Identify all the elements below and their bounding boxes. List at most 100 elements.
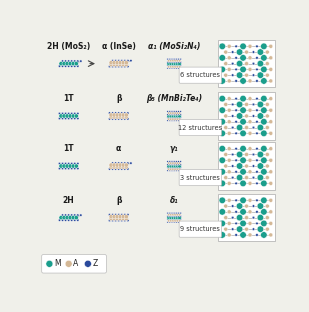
- Circle shape: [240, 145, 246, 152]
- Circle shape: [256, 234, 258, 236]
- Circle shape: [178, 62, 181, 66]
- Circle shape: [77, 65, 79, 67]
- Circle shape: [173, 218, 175, 220]
- Circle shape: [74, 112, 76, 115]
- Circle shape: [127, 65, 129, 68]
- Circle shape: [61, 162, 64, 165]
- Circle shape: [169, 117, 171, 118]
- Circle shape: [109, 115, 113, 119]
- Circle shape: [235, 199, 237, 202]
- Circle shape: [256, 211, 258, 213]
- Circle shape: [77, 60, 79, 62]
- Circle shape: [176, 212, 177, 214]
- Circle shape: [244, 153, 248, 157]
- Circle shape: [227, 108, 231, 112]
- Circle shape: [167, 164, 171, 168]
- Circle shape: [227, 233, 231, 237]
- Circle shape: [240, 197, 246, 203]
- Circle shape: [109, 217, 113, 221]
- Circle shape: [74, 164, 78, 168]
- Circle shape: [227, 79, 231, 83]
- Circle shape: [130, 162, 132, 164]
- Circle shape: [117, 65, 120, 68]
- Circle shape: [127, 219, 129, 222]
- Circle shape: [256, 159, 258, 162]
- Circle shape: [257, 124, 264, 131]
- Circle shape: [121, 215, 125, 219]
- Circle shape: [171, 120, 173, 121]
- Circle shape: [171, 61, 173, 63]
- Circle shape: [170, 112, 172, 114]
- Circle shape: [265, 50, 269, 54]
- Circle shape: [176, 114, 177, 115]
- Circle shape: [257, 174, 264, 181]
- Circle shape: [178, 117, 179, 118]
- Circle shape: [176, 64, 177, 66]
- Circle shape: [167, 118, 170, 120]
- Circle shape: [176, 215, 177, 217]
- Circle shape: [170, 213, 172, 216]
- Circle shape: [67, 219, 70, 221]
- Circle shape: [174, 59, 177, 62]
- Circle shape: [173, 110, 175, 112]
- Circle shape: [257, 72, 264, 78]
- Circle shape: [231, 228, 234, 231]
- Circle shape: [171, 167, 173, 168]
- Circle shape: [124, 165, 129, 169]
- Text: 9 structures: 9 structures: [180, 226, 220, 232]
- Circle shape: [176, 65, 179, 68]
- Circle shape: [171, 212, 173, 214]
- Circle shape: [124, 163, 129, 167]
- Circle shape: [224, 216, 228, 220]
- Circle shape: [244, 216, 248, 220]
- Circle shape: [173, 114, 177, 118]
- Circle shape: [178, 213, 181, 216]
- Circle shape: [248, 56, 252, 60]
- Circle shape: [169, 120, 171, 121]
- Text: 3 structures: 3 structures: [180, 175, 220, 181]
- Circle shape: [248, 67, 252, 71]
- Circle shape: [109, 163, 113, 167]
- Bar: [218, 142, 275, 190]
- Circle shape: [231, 62, 234, 65]
- Circle shape: [244, 102, 248, 106]
- Circle shape: [248, 170, 252, 174]
- Circle shape: [64, 65, 67, 67]
- Circle shape: [257, 226, 264, 232]
- Circle shape: [124, 118, 126, 120]
- Circle shape: [227, 56, 231, 60]
- Bar: [218, 194, 275, 241]
- Circle shape: [178, 118, 181, 120]
- Circle shape: [180, 114, 181, 115]
- Circle shape: [74, 216, 78, 220]
- Circle shape: [112, 165, 116, 169]
- Circle shape: [118, 115, 122, 119]
- Circle shape: [171, 58, 173, 60]
- Circle shape: [121, 217, 125, 221]
- Circle shape: [269, 131, 273, 135]
- Circle shape: [127, 60, 129, 62]
- Circle shape: [61, 60, 64, 62]
- Circle shape: [269, 97, 273, 101]
- Circle shape: [180, 218, 181, 220]
- Circle shape: [115, 61, 119, 65]
- Circle shape: [231, 153, 234, 156]
- Circle shape: [65, 216, 69, 220]
- Circle shape: [180, 117, 181, 118]
- Circle shape: [252, 103, 255, 106]
- Circle shape: [171, 64, 173, 66]
- Circle shape: [260, 107, 267, 114]
- Circle shape: [248, 147, 252, 151]
- Circle shape: [265, 73, 269, 77]
- Circle shape: [227, 44, 231, 48]
- Circle shape: [236, 61, 243, 67]
- Circle shape: [109, 61, 113, 65]
- Circle shape: [265, 153, 269, 157]
- Circle shape: [219, 168, 226, 175]
- Circle shape: [64, 167, 67, 170]
- Circle shape: [117, 118, 120, 120]
- Circle shape: [67, 60, 70, 62]
- Circle shape: [178, 59, 181, 62]
- Circle shape: [257, 61, 264, 67]
- Circle shape: [171, 215, 173, 217]
